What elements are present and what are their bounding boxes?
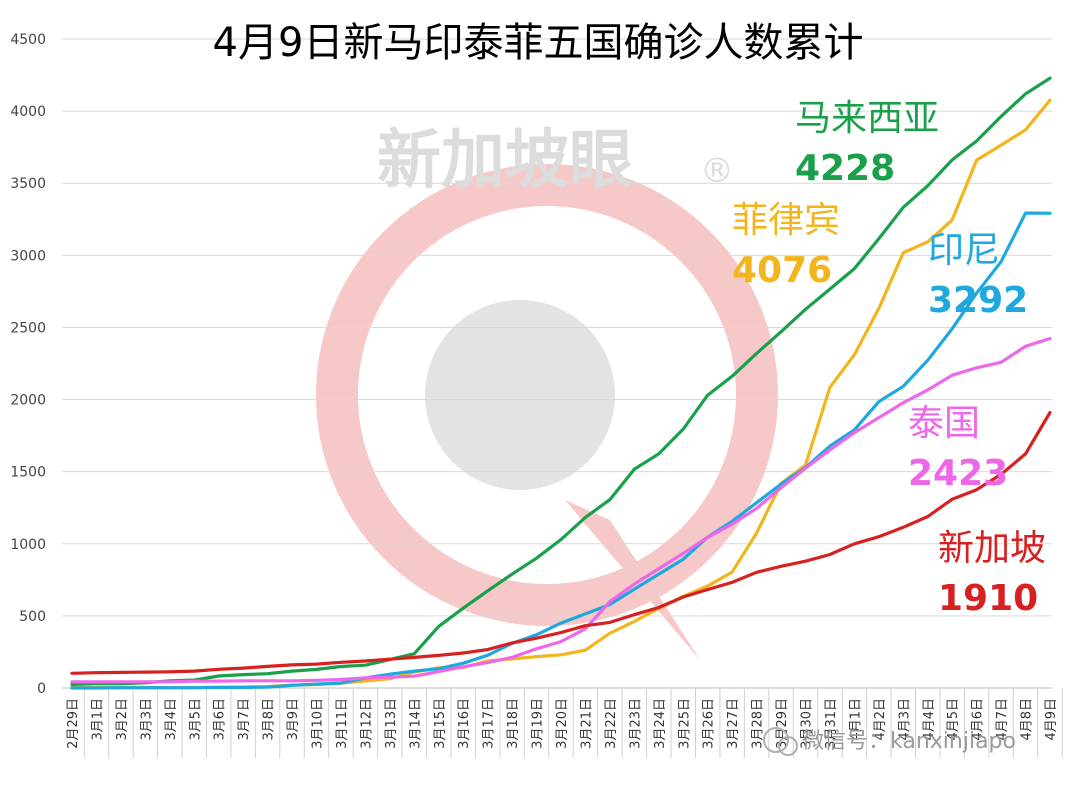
- y-tick-label: 1500: [10, 465, 46, 481]
- watermark-registered-mark: ®: [700, 151, 734, 191]
- x-tick-label: 3月17日: [482, 698, 497, 749]
- series-line: [70, 336, 1052, 684]
- annotation-thailand-name: 泰国: [908, 403, 980, 444]
- wechat-icon-inner: [778, 736, 798, 756]
- x-tick-label: 3月9日: [286, 698, 301, 741]
- annotation-malaysia-value: 4228: [795, 148, 895, 189]
- annotation-indonesia-name: 印尼: [928, 230, 1000, 271]
- x-tick-label: 2月29日: [66, 698, 81, 749]
- x-tick-label: 3月27日: [726, 698, 741, 749]
- series-4: [70, 410, 1052, 675]
- annotation-philippines-name: 菲律宾: [732, 200, 840, 241]
- x-tick-label: 3月13日: [384, 698, 399, 749]
- x-tick-label: 4月7日: [995, 698, 1010, 741]
- x-tick-label: 3月28日: [751, 698, 766, 749]
- y-tick-label: 500: [19, 609, 46, 625]
- x-tick-label: 3月18日: [506, 698, 521, 749]
- x-tick-label: 3月10日: [311, 698, 326, 749]
- x-tick-label: 3月12日: [359, 698, 374, 749]
- x-tick-label: 3月23日: [628, 698, 643, 749]
- x-tick-label: 3月15日: [433, 698, 448, 749]
- annotation-thailand-value: 2423: [908, 453, 1008, 494]
- annotation-indonesia-value: 3292: [928, 280, 1028, 321]
- x-tick-label: 3月19日: [531, 698, 546, 749]
- series-3: [70, 336, 1052, 684]
- x-tick-label: 3月29日: [775, 698, 790, 749]
- x-tick-label: 3月1日: [90, 698, 105, 741]
- watermark: 新加坡眼 ®: [316, 124, 778, 660]
- watermark-ring: [316, 164, 778, 626]
- x-tick-label: 3月5日: [188, 698, 203, 741]
- x-tick-label: 3月3日: [139, 698, 154, 741]
- x-tick-label: 4月2日: [873, 698, 888, 741]
- x-tick-label: 3月2日: [115, 698, 130, 741]
- x-tick-label: 4月6日: [971, 698, 986, 741]
- x-tick-label: 3月25日: [677, 698, 692, 749]
- x-tick-label: 3月16日: [457, 698, 472, 749]
- x-tick-label: 3月26日: [702, 698, 717, 749]
- x-tick-label: 4月5日: [946, 698, 961, 741]
- x-tick-label: 3月24日: [653, 698, 668, 749]
- x-tick-label: 3月6日: [213, 698, 228, 741]
- watermark-disc: [425, 300, 615, 490]
- x-tick-label: 4月3日: [897, 698, 912, 741]
- series-lines: [70, 76, 1052, 690]
- x-tick-label: 4月8日: [1020, 698, 1035, 741]
- y-tick-label: 2500: [10, 320, 46, 336]
- x-tick-label: 4月4日: [922, 698, 937, 741]
- x-tick-label: 3月7日: [237, 698, 252, 741]
- x-tick-label: 3月31日: [824, 698, 839, 749]
- annotation-singapore-value: 1910: [938, 578, 1038, 619]
- series-annotations: 马来西亚 4228 菲律宾 4076 印尼 3292 泰国 2423 新加坡 1…: [732, 98, 1046, 619]
- series-line: [70, 211, 1052, 690]
- y-tick-label: 4500: [10, 32, 46, 48]
- x-tick-label: 3月22日: [604, 698, 619, 749]
- x-tick-label: 3月30日: [800, 698, 815, 749]
- wechat-icon: [763, 727, 789, 753]
- watermark-tail: [565, 500, 700, 660]
- y-tick-label: 2000: [10, 393, 46, 409]
- y-tick-label: 3500: [10, 176, 46, 192]
- y-tick-label: 0: [37, 681, 46, 697]
- chart-title: 4月9日新马印泰菲五国确诊人数累计: [213, 20, 864, 66]
- wechat-credit: 微信号：kanxinjiapo: [763, 727, 1016, 756]
- x-tick-label: 3月14日: [408, 698, 423, 749]
- series-2: [70, 211, 1052, 690]
- series-line: [70, 76, 1052, 687]
- x-tick-label: 3月8日: [262, 698, 277, 741]
- x-tick-label: 3月11日: [335, 698, 350, 749]
- annotation-singapore-name: 新加坡: [938, 528, 1046, 569]
- watermark-brand: 新加坡眼: [377, 124, 633, 198]
- x-tick-label: 4月1日: [848, 698, 863, 741]
- y-tick-label: 1000: [10, 537, 46, 553]
- x-tick-label: 3月21日: [579, 698, 594, 749]
- y-tick-label: 3000: [10, 248, 46, 264]
- series-0: [70, 76, 1052, 687]
- wechat-credit-text: 微信号：kanxinjiapo: [802, 729, 1016, 754]
- x-tick-label: 4月9日: [1044, 698, 1059, 741]
- series-line: [70, 410, 1052, 675]
- x-tick-label: 3月20日: [555, 698, 570, 749]
- annotation-malaysia-name: 马来西亚: [795, 98, 939, 139]
- y-tick-label: 4000: [10, 104, 46, 120]
- x-tick-label: 3月4日: [164, 698, 179, 741]
- annotation-philippines-value: 4076: [732, 250, 832, 291]
- y-axis: 0 500 1000 1500 2000 2500 3000 3500 4000 4500: [10, 32, 46, 697]
